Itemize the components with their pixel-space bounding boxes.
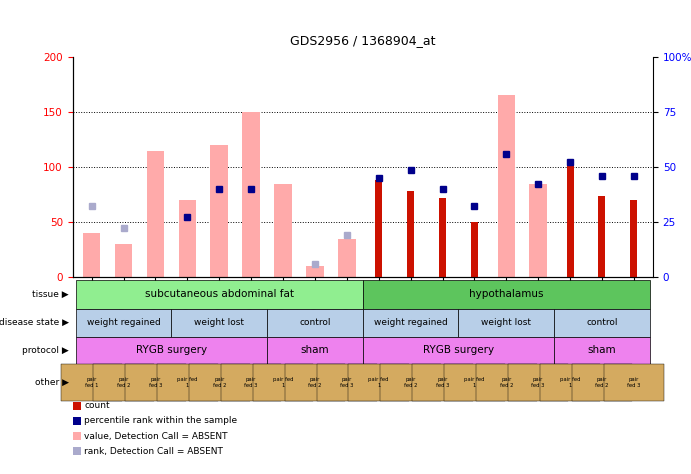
Bar bbox=[243, 112, 260, 277]
Bar bbox=[529, 183, 547, 277]
Bar bbox=[407, 191, 414, 277]
Bar bbox=[375, 180, 382, 277]
Bar bbox=[567, 164, 574, 277]
Bar bbox=[630, 200, 637, 277]
Text: pair
fed 3: pair fed 3 bbox=[245, 377, 258, 388]
Text: pair
fed 3: pair fed 3 bbox=[531, 377, 545, 388]
Text: pair
fed 2: pair fed 2 bbox=[213, 377, 226, 388]
Text: control: control bbox=[586, 319, 618, 327]
Bar bbox=[146, 151, 164, 277]
Text: rank, Detection Call = ABSENT: rank, Detection Call = ABSENT bbox=[84, 447, 223, 456]
Text: sham: sham bbox=[587, 345, 616, 356]
Text: pair fed
1: pair fed 1 bbox=[560, 377, 580, 388]
Bar bbox=[439, 198, 446, 277]
Text: pair
fed 3: pair fed 3 bbox=[149, 377, 162, 388]
Text: weight lost: weight lost bbox=[194, 319, 244, 327]
Text: subcutaneous abdominal fat: subcutaneous abdominal fat bbox=[144, 289, 294, 300]
Bar bbox=[338, 239, 356, 277]
Text: sham: sham bbox=[301, 345, 329, 356]
Bar bbox=[306, 266, 323, 277]
Text: pair
fed 2: pair fed 2 bbox=[404, 377, 417, 388]
Text: RYGB surgery: RYGB surgery bbox=[423, 345, 494, 356]
Text: pair
fed 2: pair fed 2 bbox=[500, 377, 513, 388]
Bar bbox=[211, 145, 228, 277]
Bar bbox=[83, 233, 100, 277]
Text: pair fed
1: pair fed 1 bbox=[177, 377, 198, 388]
Text: GDS2956 / 1368904_at: GDS2956 / 1368904_at bbox=[290, 35, 435, 47]
Text: pair fed
1: pair fed 1 bbox=[368, 377, 389, 388]
Text: pair
fed 2: pair fed 2 bbox=[308, 377, 322, 388]
Text: protocol ▶: protocol ▶ bbox=[22, 346, 69, 355]
Text: RYGB surgery: RYGB surgery bbox=[136, 345, 207, 356]
Text: pair
fed 3: pair fed 3 bbox=[340, 377, 354, 388]
Bar bbox=[115, 244, 133, 277]
Text: control: control bbox=[299, 319, 331, 327]
Bar bbox=[598, 196, 605, 277]
Text: percentile rank within the sample: percentile rank within the sample bbox=[84, 417, 238, 425]
Text: pair
fed 2: pair fed 2 bbox=[117, 377, 131, 388]
Text: pair
fed 1: pair fed 1 bbox=[85, 377, 98, 388]
Text: pair fed
1: pair fed 1 bbox=[464, 377, 484, 388]
Bar bbox=[498, 95, 515, 277]
Text: other ▶: other ▶ bbox=[35, 378, 69, 387]
Text: count: count bbox=[84, 401, 110, 410]
Bar bbox=[471, 222, 478, 277]
Bar bbox=[178, 200, 196, 277]
Text: tissue ▶: tissue ▶ bbox=[32, 290, 69, 299]
Text: weight lost: weight lost bbox=[482, 319, 531, 327]
Text: value, Detection Call = ABSENT: value, Detection Call = ABSENT bbox=[84, 432, 228, 440]
Text: weight regained: weight regained bbox=[86, 319, 160, 327]
Text: weight regained: weight regained bbox=[374, 319, 448, 327]
Text: pair
fed 3: pair fed 3 bbox=[436, 377, 449, 388]
Text: pair
fed 2: pair fed 2 bbox=[595, 377, 609, 388]
Bar bbox=[274, 183, 292, 277]
Text: hypothalamus: hypothalamus bbox=[469, 289, 544, 300]
Text: pair
fed 3: pair fed 3 bbox=[627, 377, 641, 388]
Text: pair fed
1: pair fed 1 bbox=[273, 377, 293, 388]
Text: disease state ▶: disease state ▶ bbox=[0, 319, 69, 327]
